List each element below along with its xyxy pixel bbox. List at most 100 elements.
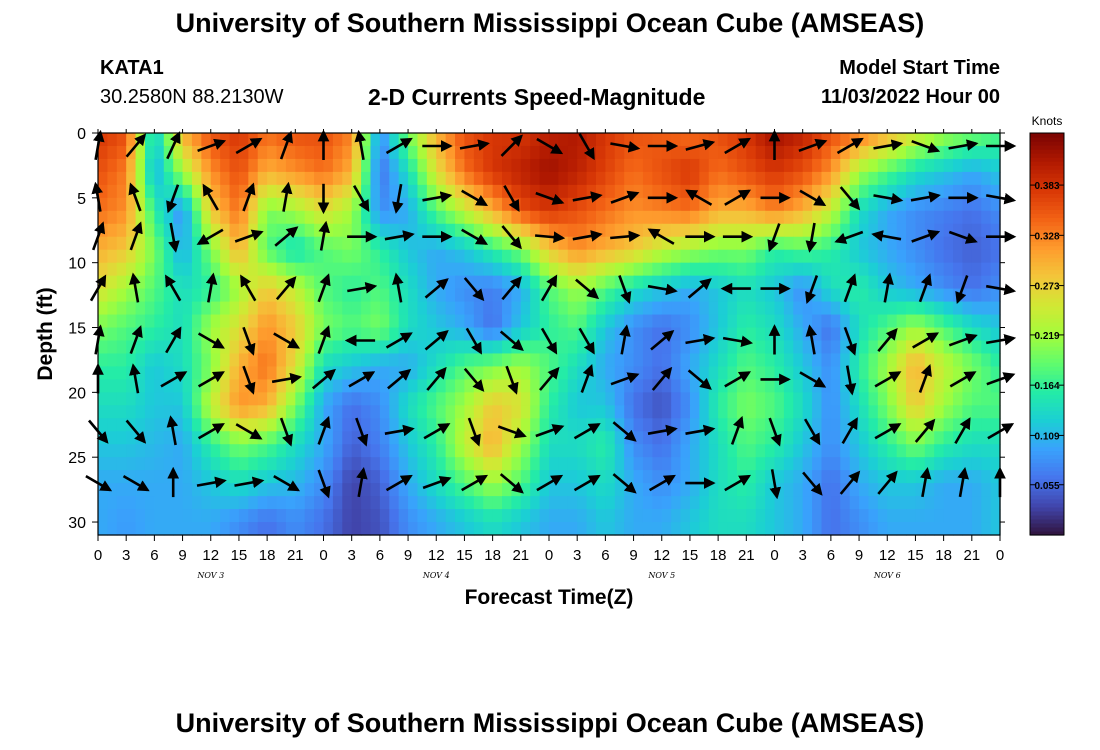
heatmap-cell <box>436 496 447 510</box>
heatmap-cell <box>605 457 616 471</box>
heatmap-cell <box>765 522 776 536</box>
heatmap-cell <box>642 249 653 264</box>
heatmap-cell <box>502 236 513 251</box>
heatmap-cell <box>445 509 456 523</box>
heatmap-cell <box>549 353 559 368</box>
heatmap-cell <box>220 171 231 186</box>
heatmap-cell <box>379 327 390 342</box>
heatmap-cell <box>229 158 240 173</box>
heatmap-cell <box>595 392 606 406</box>
heatmap-cell <box>267 171 278 186</box>
heatmap-cell <box>859 483 870 497</box>
heatmap-cell <box>642 405 653 419</box>
heatmap-cell <box>614 457 625 471</box>
heatmap-cell <box>746 184 757 199</box>
heatmap-cell <box>821 431 832 445</box>
current-vector <box>168 222 180 253</box>
heatmap-cell <box>755 210 766 225</box>
heatmap-cell <box>755 197 766 212</box>
heatmap-cell <box>389 262 400 277</box>
heatmap-cell <box>238 405 249 419</box>
heatmap-cell <box>135 288 146 303</box>
heatmap-cell <box>943 470 954 484</box>
heatmap-cell <box>473 262 484 277</box>
heatmap-cell <box>971 392 982 406</box>
heatmap-cell <box>210 210 221 225</box>
colorbar-tick-label: 0.328 <box>1034 231 1059 242</box>
heatmap-cell <box>304 470 315 484</box>
heatmap-cell <box>379 223 390 238</box>
heatmap-cell <box>689 496 700 510</box>
heatmap-cell <box>774 418 785 432</box>
x-tick-label: 6 <box>150 547 158 564</box>
heatmap-cell <box>783 379 794 393</box>
heatmap-cell <box>276 262 287 277</box>
colorbar-segment <box>1030 141 1064 146</box>
colorbar-segment <box>1030 334 1064 339</box>
heatmap-cell <box>859 522 870 536</box>
heatmap-cell <box>191 509 202 523</box>
heatmap-cell <box>934 392 945 406</box>
heatmap-cell <box>154 522 165 536</box>
heatmap-cell <box>426 145 437 160</box>
heatmap-cell <box>276 223 287 238</box>
heatmap-cell <box>116 522 127 536</box>
heatmap-cell <box>849 158 860 173</box>
heatmap-cell <box>981 158 992 173</box>
heatmap-cell <box>323 145 334 160</box>
current-vector <box>279 417 293 447</box>
heatmap-cell <box>238 509 249 523</box>
heatmap-cell <box>126 340 137 355</box>
heatmap-cell <box>774 197 785 212</box>
heatmap-cell <box>351 418 362 432</box>
heatmap-cell <box>502 171 513 186</box>
heatmap-cell <box>408 145 419 160</box>
heatmap-cell <box>511 444 522 458</box>
heatmap-cell <box>398 301 409 316</box>
heatmap-cell <box>135 236 146 251</box>
heatmap-cell <box>436 262 447 277</box>
heatmap-cell <box>736 379 747 393</box>
heatmap-cell <box>981 392 992 406</box>
heatmap-cell <box>746 327 757 342</box>
heatmap-cell <box>342 275 353 290</box>
heatmap-cell <box>173 496 184 510</box>
heatmap-cell <box>201 249 212 264</box>
heatmap-cell <box>689 288 700 303</box>
current-vector <box>724 137 752 155</box>
heatmap-cell <box>868 210 879 225</box>
heatmap-cell <box>896 223 907 238</box>
heatmap-cell <box>755 392 766 406</box>
heatmap-cell <box>624 210 635 225</box>
heatmap-cell <box>981 470 992 484</box>
heatmap-cell <box>821 262 832 277</box>
heatmap-cell <box>539 301 550 316</box>
heatmap-cell <box>990 301 1001 316</box>
heatmap-cell <box>680 340 691 355</box>
heatmap-cell <box>144 184 155 199</box>
heatmap-cell <box>567 184 578 199</box>
heatmap-cell <box>943 418 954 432</box>
heatmap-cell <box>182 133 193 147</box>
heatmap-cell <box>98 171 108 186</box>
heatmap-cell <box>201 133 212 147</box>
heatmap-cell <box>116 405 127 419</box>
heatmap-cell <box>144 509 155 523</box>
heatmap-cell <box>595 210 606 225</box>
heatmap-cell <box>257 301 268 316</box>
heatmap-cell <box>558 340 569 355</box>
heatmap-cell <box>962 184 973 199</box>
heatmap-cell <box>248 249 259 264</box>
heatmap-cell <box>361 301 372 316</box>
heatmap-cell <box>116 197 127 212</box>
heatmap-cell <box>718 145 729 160</box>
speed-heatmap <box>98 133 1001 536</box>
heatmap-cell <box>370 522 381 536</box>
heatmap-cell <box>398 275 409 290</box>
heatmap-cell <box>746 509 757 523</box>
colorbar-segment <box>1030 269 1064 275</box>
heatmap-cell <box>718 457 729 471</box>
heatmap-cell <box>943 301 954 316</box>
heatmap-cell <box>135 353 146 368</box>
heatmap-cell <box>332 457 343 471</box>
